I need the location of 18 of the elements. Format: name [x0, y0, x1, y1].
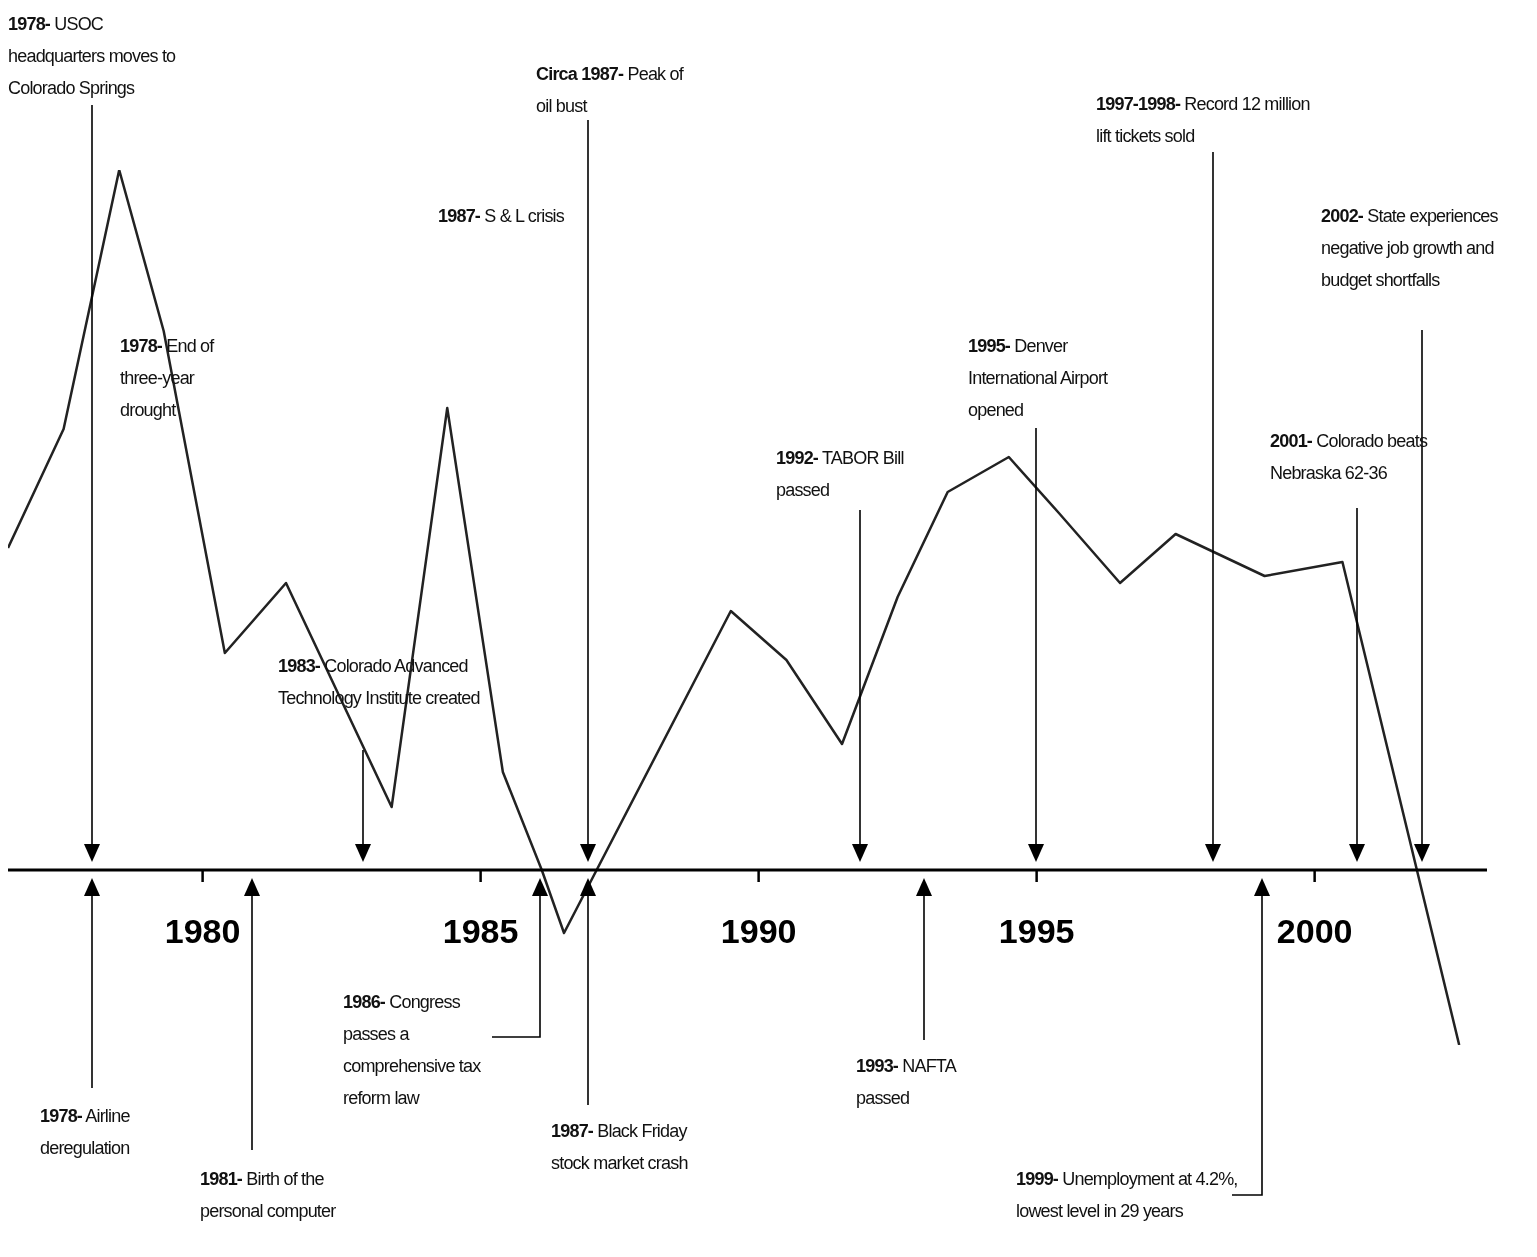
text: 1978- Airline deregulation: [40, 1106, 130, 1158]
x-tick-label: 1980: [164, 912, 241, 951]
annotation: 1995- Denver International Airport opened: [968, 336, 1108, 420]
annotation: 1986- Congress passes a comprehensive tax reform law: [343, 992, 481, 1108]
x-tick-label: 2000: [1276, 912, 1353, 951]
x-tick-label: 1990: [720, 912, 797, 951]
x-tick-label: 1995: [998, 912, 1075, 951]
text: 1987- Black Friday stock market crash: [551, 1121, 688, 1173]
annotation: 1992- TABOR Bill passed: [776, 448, 904, 500]
text: 1997-1998- Record 12 million lift tickets sold: [1096, 94, 1310, 146]
x-tick-label: 1985: [442, 912, 519, 951]
text: 1999- Unemployment at 4.2%, lowest level in 29 years: [1016, 1169, 1238, 1221]
text: 1993- NAFTA passed: [856, 1056, 955, 1108]
annotation: 1987- S & L crisis: [438, 206, 564, 226]
text: 1978- USOC headquarters moves to Colorado Springs: [8, 14, 176, 98]
text: 1981- Birth of the personal computer: [200, 1169, 336, 1221]
text: Circa 1987- Peak of oil bust: [536, 64, 683, 116]
annotation: 2002- State experiences negative job growth and budget shortfalls: [1321, 206, 1498, 290]
